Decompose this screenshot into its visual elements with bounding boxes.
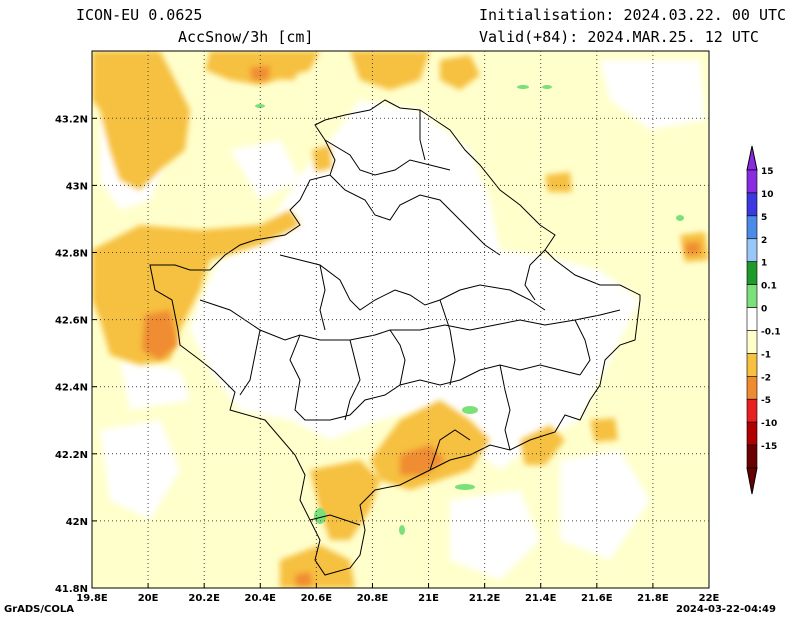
lon-tick-label: 21.6E [581, 593, 613, 604]
legend-arrow-bottom [746, 467, 758, 495]
init-time: Initialisation: 2024.03.22. 00 UTC [479, 6, 787, 24]
lat-tick-label: 42.2N [55, 450, 88, 461]
lon-tick-label: 21.2E [469, 593, 501, 604]
lat-labels: 41.8N 42N 42.2N 42.4N 42.6N 42.8N 43N 43.2N [55, 114, 88, 595]
lat-tick-label: 42.4N [55, 383, 88, 394]
lon-tick-label: 20.2E [188, 593, 220, 604]
lat-tick-label: 41.8N [55, 584, 88, 595]
lat-tick-label: 42.6N [55, 316, 88, 327]
legend-swatch [746, 169, 758, 194]
color-legend: 15 10 5 2 1 0.1 0 -0.1 -1 -2 -5 -10 -15 [746, 145, 781, 495]
lon-tick-label: 20.6E [301, 593, 333, 604]
legend-swatch [746, 307, 758, 331]
legend-label: -10 [761, 419, 777, 429]
legend-label: 0 [761, 305, 767, 315]
legend-swatch [746, 261, 758, 285]
lon-tick-label: 22E [699, 593, 720, 604]
legend-label: 10 [761, 190, 774, 200]
lon-tick-label: 21.4E [525, 593, 557, 604]
legend-label: 1 [761, 259, 767, 269]
lon-tick-label: 19.8E [76, 593, 108, 604]
legend-label: 2 [761, 236, 767, 246]
valid-time: Valid(+84): 2024.MAR.25. 12 UTC [479, 28, 759, 46]
legend-label: 5 [761, 213, 767, 223]
legend-swatch [746, 398, 758, 423]
legend-label: -1 [761, 350, 771, 360]
lat-tick-label: 43N [66, 181, 88, 192]
timestamp-label: 2024-03-22-04:49 [676, 604, 776, 615]
legend-swatch [746, 421, 758, 446]
credit-label: GrADS/COLA [4, 604, 74, 615]
legend-swatch [746, 330, 758, 354]
lon-tick-label: 20E [138, 593, 159, 604]
lon-tick-label: 21E [418, 593, 439, 604]
legend-label: 0.1 [761, 282, 777, 292]
legend-label: 15 [761, 167, 774, 177]
legend-swatch [746, 444, 758, 469]
lon-tick-label: 20.4E [245, 593, 277, 604]
lon-tick-label: 21.8E [637, 593, 669, 604]
legend-swatch [746, 353, 758, 377]
lon-labels: 19.8E 20E 20.2E 20.4E 20.6E 20.8E 21E 21.2E 21.4… [76, 593, 719, 604]
lat-tick-label: 43.2N [55, 114, 88, 125]
lat-tick-label: 42.8N [55, 249, 88, 260]
legend-swatch [746, 215, 758, 240]
legend-swatch [746, 238, 758, 262]
variable-title: AccSnow/3h [cm] [178, 28, 314, 46]
legend-label: -2 [761, 373, 771, 383]
legend-label: -5 [761, 396, 771, 406]
legend-swatch [746, 376, 758, 400]
lat-tick-label: 42N [66, 517, 88, 528]
lon-tick-label: 20.8E [357, 593, 389, 604]
model-title: ICON-EU 0.0625 [76, 6, 203, 24]
legend-label: -15 [761, 442, 777, 452]
legend-swatch [746, 284, 758, 308]
legend-swatch [746, 192, 758, 217]
legend-arrow-top [746, 145, 758, 171]
legend-label: -0.1 [761, 327, 781, 337]
border-lines [149, 99, 641, 576]
graticule [91, 51, 710, 589]
